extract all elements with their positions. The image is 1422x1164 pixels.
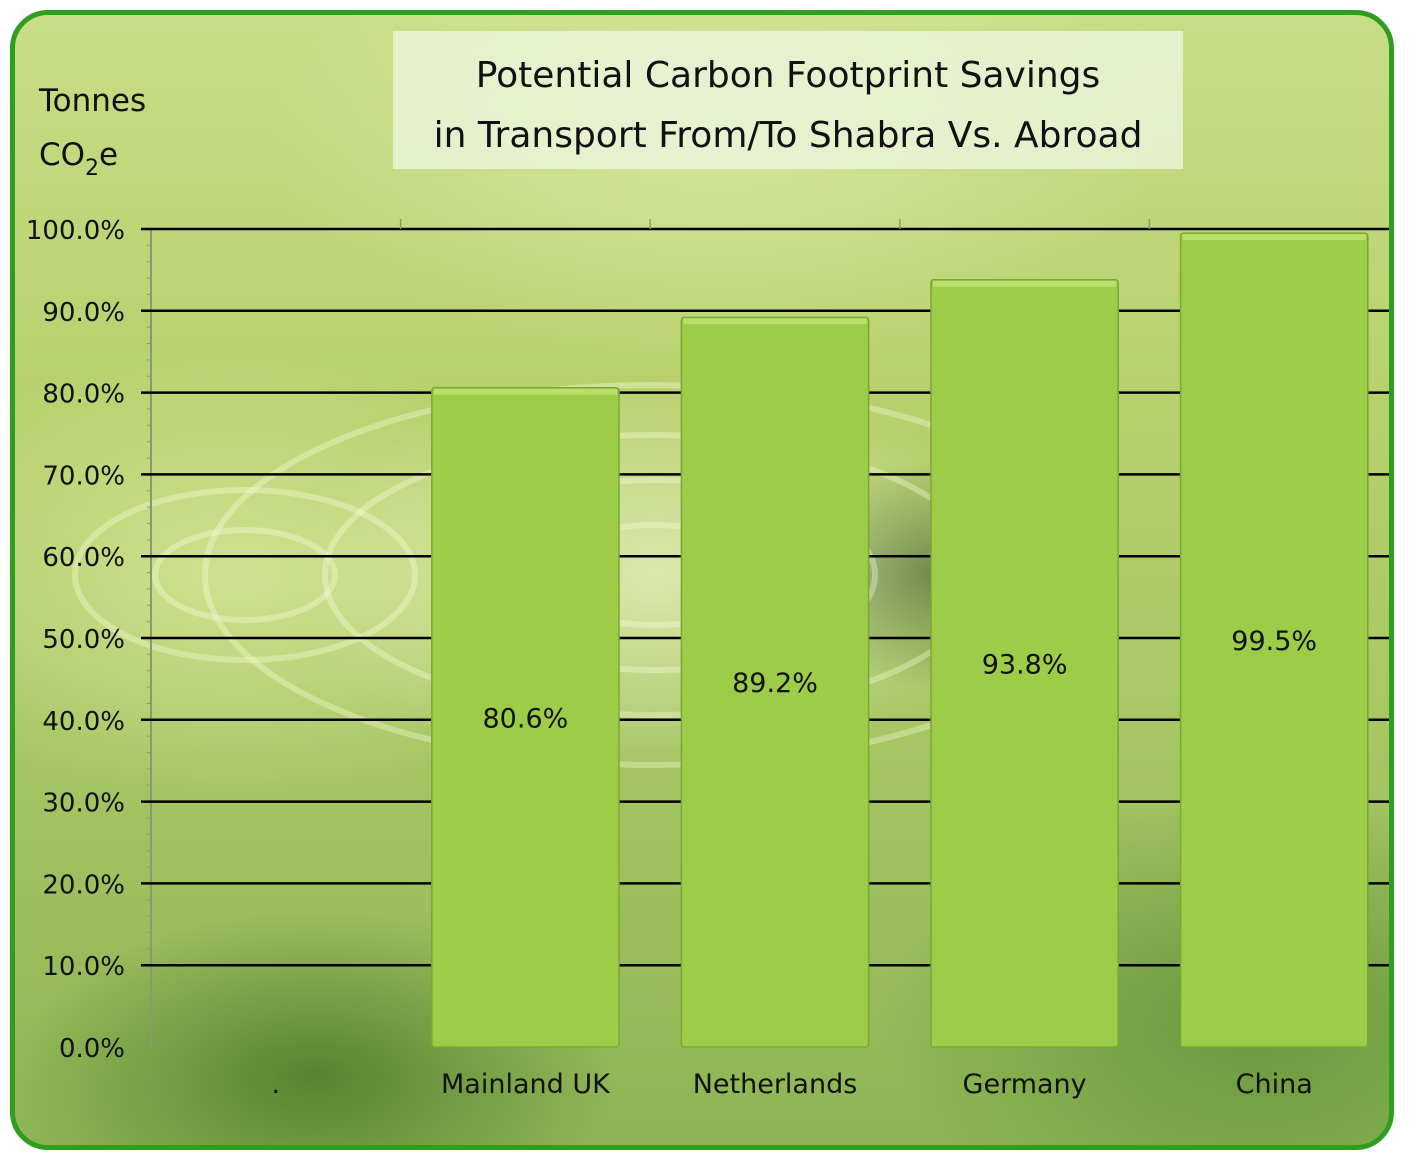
title-group: Potential Carbon Footprint Savings in Tr…	[393, 31, 1183, 169]
chart-canvas: Potential Carbon Footprint Savings in Tr…	[26, 31, 1389, 1100]
title-box	[393, 31, 1183, 169]
y-tick-label: 100.0%	[26, 216, 125, 246]
y-axis-label-line-2: CO2e	[39, 137, 118, 181]
chart-title-line-1: Potential Carbon Footprint Savings	[476, 55, 1101, 96]
y-axis-label-subscript: 2	[85, 156, 99, 181]
bar	[1179, 232, 1369, 1048]
category-labels: . Mainland UK Netherlands Germany China	[272, 1069, 1313, 1100]
x-category-label: .	[272, 1069, 281, 1100]
x-category-label: Netherlands	[693, 1069, 858, 1100]
y-tick-label: 90.0%	[42, 298, 125, 328]
y-tick-label: 50.0%	[42, 625, 125, 655]
bar	[431, 386, 620, 1048]
data-label: 93.8%	[982, 649, 1068, 680]
y-tick-label: 80.0%	[42, 380, 125, 410]
y-tick-label: 10.0%	[42, 952, 125, 982]
y-axis-label-e: e	[99, 137, 118, 173]
y-tick-label: 20.0%	[42, 870, 125, 900]
chart-title-line-2: in Transport From/To Shabra Vs. Abroad	[434, 115, 1143, 156]
bar-highlight	[683, 318, 867, 325]
y-tick-label: 40.0%	[42, 707, 125, 737]
bar-highlight	[1182, 234, 1366, 241]
y-tick-labels: 0.0% 10.0% 20.0% 30.0% 40.0% 50.0% 60.0% 70.0% 8…	[26, 216, 125, 1064]
bar	[930, 278, 1119, 1048]
y-tick-label: 60.0%	[42, 543, 125, 573]
data-label: 99.5%	[1231, 626, 1317, 657]
bar-highlight	[433, 388, 617, 395]
y-tick-label: 70.0%	[42, 461, 125, 491]
x-category-label: Mainland UK	[441, 1069, 611, 1100]
bar-highlight	[933, 280, 1117, 287]
y-axis-label: Tonnes CO2e	[38, 83, 146, 181]
bar	[680, 316, 870, 1048]
x-category-label: Germany	[963, 1069, 1087, 1100]
x-category-label: China	[1236, 1069, 1313, 1100]
y-axis-label-co: CO	[39, 137, 85, 173]
y-axis-label-line-1: Tonnes	[38, 83, 146, 119]
y-tick-label: 0.0%	[59, 1034, 125, 1064]
chart-frame: Potential Carbon Footprint Savings in Tr…	[10, 10, 1394, 1150]
bars: 80.6% 89.2% 93.8% 99.5%	[431, 232, 1369, 1048]
data-label: 80.6%	[483, 703, 569, 734]
data-label: 89.2%	[732, 668, 818, 699]
y-tick-label: 30.0%	[42, 789, 125, 819]
